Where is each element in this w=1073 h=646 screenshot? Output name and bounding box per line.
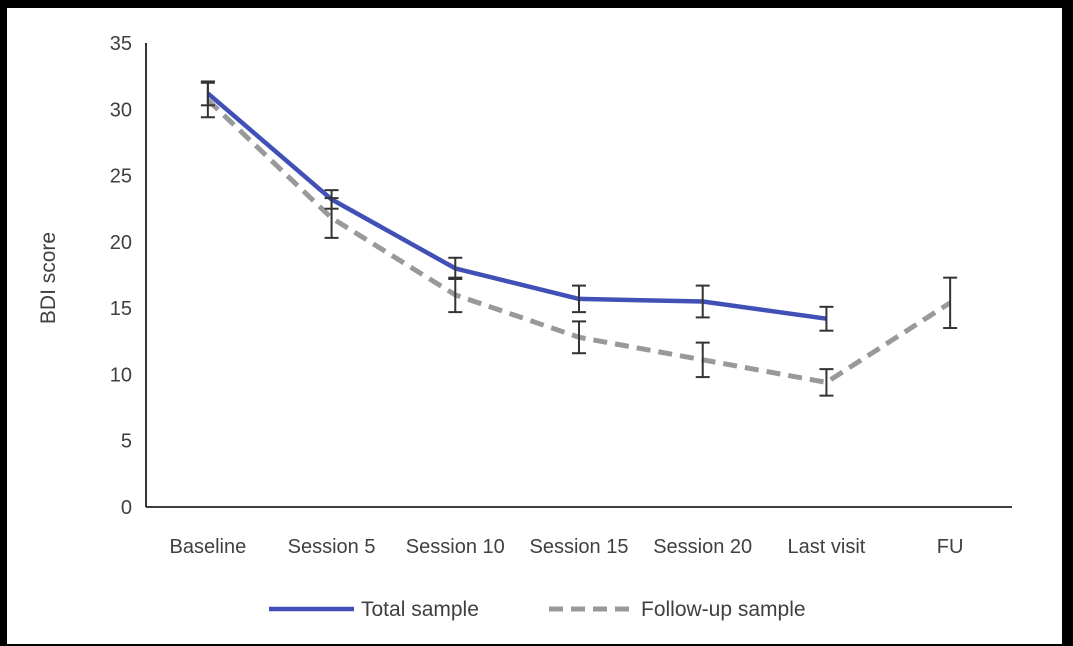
legend-label: Follow-up sample bbox=[641, 598, 806, 621]
x-tick-label: FU bbox=[937, 536, 964, 558]
x-tick-labels: Baseline Session 5 Session 10 Session 15 Ses… bbox=[169, 536, 963, 558]
y-tick-label: 5 bbox=[121, 431, 132, 453]
y-tick-label: 20 bbox=[110, 232, 132, 254]
error-bar bbox=[819, 368, 834, 397]
legend-item: Total sample bbox=[269, 598, 479, 621]
y-tick-label: 30 bbox=[110, 99, 132, 121]
error-bars bbox=[200, 80, 958, 397]
x-tick-label: Session 5 bbox=[288, 536, 376, 558]
y-tick-label: 10 bbox=[110, 364, 132, 386]
error-bar bbox=[448, 276, 463, 314]
legend: Total sample Follow-up sample bbox=[269, 598, 806, 621]
chart-frame: 0 5 10 15 20 25 30 35 Baseline Session 5 Session … bbox=[7, 8, 1062, 644]
error-bar bbox=[819, 305, 834, 332]
y-axis-label: BDI score bbox=[37, 232, 60, 324]
error-bar bbox=[695, 341, 710, 379]
error-bar bbox=[572, 320, 586, 355]
error-bar bbox=[695, 284, 710, 319]
series-line-0 bbox=[206, 91, 827, 321]
x-tick-label: Session 15 bbox=[530, 536, 629, 558]
x-tick-label: Session 10 bbox=[406, 536, 505, 558]
x-tick-label: Last visit bbox=[788, 536, 866, 558]
legend-item: Follow-up sample bbox=[549, 598, 806, 621]
legend-label: Total sample bbox=[361, 598, 479, 621]
y-tick-label: 15 bbox=[110, 298, 132, 320]
error-bar bbox=[943, 276, 958, 330]
error-bar bbox=[324, 197, 339, 239]
bdi-line-chart: 0 5 10 15 20 25 30 35 Baseline Session 5 Session … bbox=[37, 33, 1012, 621]
error-bar bbox=[200, 81, 215, 119]
y-tick-labels: 0 5 10 15 20 25 30 35 bbox=[110, 33, 132, 519]
axes bbox=[145, 43, 1012, 508]
y-tick-label: 25 bbox=[110, 166, 132, 188]
error-bar bbox=[572, 284, 586, 314]
x-tick-label: Baseline bbox=[169, 536, 246, 558]
y-tick-label: 35 bbox=[110, 33, 132, 55]
y-tick-label: 0 bbox=[121, 497, 132, 519]
x-tick-label: Session 20 bbox=[653, 536, 752, 558]
